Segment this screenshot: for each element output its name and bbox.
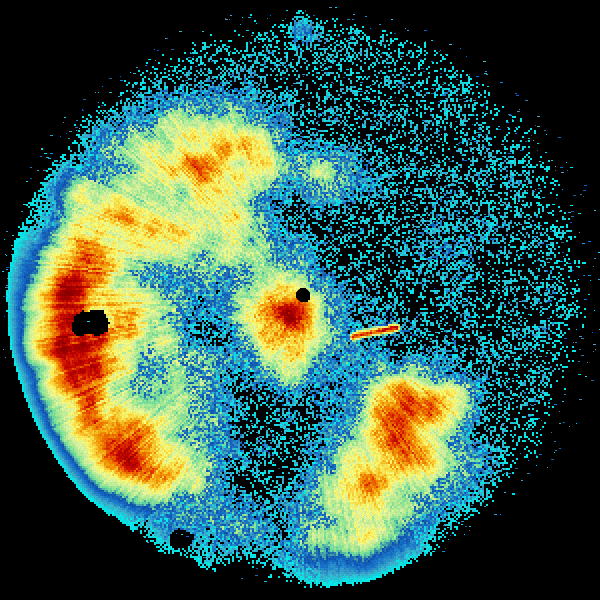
- radar-display: [0, 0, 600, 600]
- radar-reflectivity-canvas: [0, 0, 600, 600]
